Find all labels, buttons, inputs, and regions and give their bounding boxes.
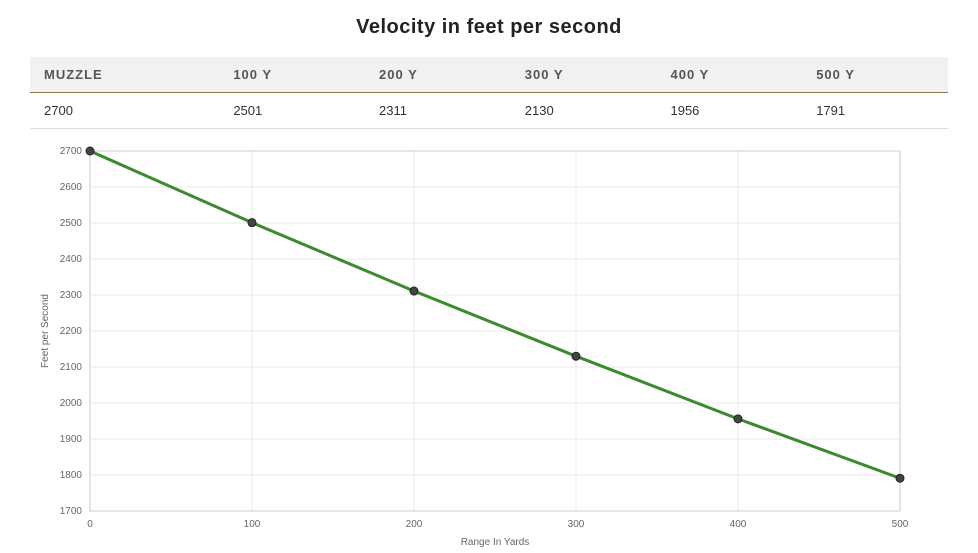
col-header: MUZZLE: [30, 57, 219, 93]
velocity-table: MUZZLE 100 Y 200 Y 300 Y 400 Y 500 Y 270…: [30, 57, 948, 129]
y-tick-label: 2400: [60, 254, 83, 265]
x-tick-label: 0: [87, 519, 93, 530]
col-header: 400 Y: [656, 57, 802, 93]
table-row: 2700 2501 2311 2130 1956 1791: [30, 93, 948, 129]
data-point: [572, 352, 580, 360]
y-axis-label: Feet per Second: [40, 294, 51, 368]
y-tick-label: 2500: [60, 218, 83, 229]
x-tick-label: 300: [568, 519, 585, 530]
col-header: 200 Y: [365, 57, 511, 93]
y-tick-label: 1700: [60, 506, 83, 517]
y-tick-label: 1900: [60, 434, 83, 445]
y-tick-label: 2700: [60, 146, 83, 157]
data-point: [896, 474, 904, 482]
page: Velocity in feet per second MUZZLE 100 Y…: [0, 0, 978, 550]
data-point: [734, 415, 742, 423]
x-tick-label: 200: [406, 519, 423, 530]
x-tick-label: 100: [244, 519, 261, 530]
y-tick-label: 2300: [60, 290, 83, 301]
velocity-chart: 0 100 200 300 400 500 1700 1800 1900 2000 2100 2200…: [30, 143, 948, 553]
table-cell: 1791: [802, 93, 948, 129]
chart-svg: 0 100 200 300 400 500 1700 1800 1900 2000 2100 2200…: [30, 143, 948, 553]
y-tick-label: 1800: [60, 470, 83, 481]
y-tick-label: 2200: [60, 326, 83, 337]
data-point: [248, 219, 256, 227]
table-cell: 2501: [219, 93, 365, 129]
table-cell: 1956: [656, 93, 802, 129]
y-tick-label: 2000: [60, 398, 83, 409]
y-tick-label: 2600: [60, 182, 83, 193]
col-header: 300 Y: [511, 57, 657, 93]
x-tick-label: 400: [730, 519, 747, 530]
col-header: 100 Y: [219, 57, 365, 93]
x-axis-label: Range In Yards: [461, 537, 530, 548]
page-title: Velocity in feet per second: [30, 16, 948, 39]
y-tick-label: 2100: [60, 362, 83, 373]
table-header-row: MUZZLE 100 Y 200 Y 300 Y 400 Y 500 Y: [30, 57, 948, 93]
x-tick-label: 500: [892, 519, 909, 530]
data-point: [86, 147, 94, 155]
data-point: [410, 287, 418, 295]
table-cell: 2311: [365, 93, 511, 129]
table-cell: 2130: [511, 93, 657, 129]
col-header: 500 Y: [802, 57, 948, 93]
table-cell: 2700: [30, 93, 219, 129]
